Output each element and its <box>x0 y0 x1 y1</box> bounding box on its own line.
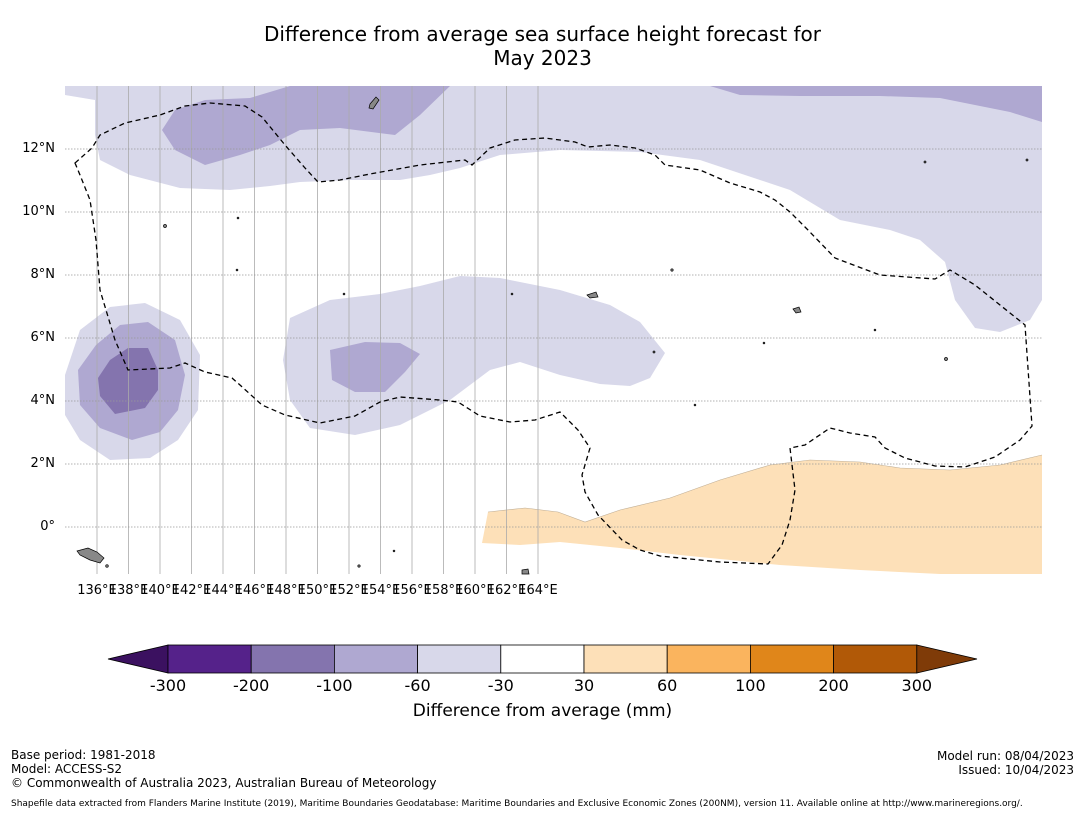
longitude-label: 162°E <box>486 583 527 598</box>
northern-anomaly-core <box>162 86 450 165</box>
longitude-label: 140°E <box>140 583 180 598</box>
shapefile-credit: Shapefile data extracted from Flanders M… <box>11 799 1023 809</box>
colorbar-tick-label: -30 <box>487 676 514 695</box>
western-anomaly-core <box>98 348 158 414</box>
equator-island <box>521 568 530 575</box>
positive-anomaly-outline <box>487 454 1042 523</box>
colorbar-title: Difference from average (mm) <box>412 701 673 721</box>
central-anomaly-band <box>283 276 665 435</box>
meridian-gridlines <box>96 86 539 574</box>
footer-right: Model run: 08/04/2023 Issued: 10/04/2023 <box>937 749 1074 777</box>
latitude-label: 12°N <box>22 141 55 156</box>
model-name: Model: ACCESS-S2 <box>11 762 123 776</box>
title-line-1: Difference from average sea surface heig… <box>263 22 822 46</box>
latitude-label: 4°N <box>30 393 56 408</box>
longitude-label: 150°E <box>297 583 338 598</box>
title-line-2: May 2023 <box>493 46 592 70</box>
small-island <box>236 216 240 220</box>
central-anomaly-core <box>330 342 420 392</box>
colorbar-tick-label: 30 <box>573 676 595 695</box>
colorbar-segment <box>666 644 751 674</box>
northern-anomaly-band <box>65 86 1042 332</box>
small-island <box>1025 158 1029 162</box>
colorbar-segment <box>750 644 835 674</box>
longitude-label: 158°E <box>423 583 464 598</box>
longitude-label: 138°E <box>108 583 149 598</box>
colorbar-low-extension <box>107 644 169 674</box>
latitude-label: 10°N <box>22 204 55 219</box>
colorbar-tick-label: -100 <box>316 676 353 695</box>
small-island <box>342 292 346 296</box>
longitude-label: 142°E <box>171 583 212 598</box>
longitude-label: 144°E <box>203 583 243 598</box>
small-island <box>944 357 948 361</box>
small-island <box>762 341 766 345</box>
longitude-label: 146°E <box>234 583 275 598</box>
colorbar-tick-label: 100 <box>735 676 766 695</box>
eez-boundary <box>74 102 1033 565</box>
islands <box>76 96 1029 575</box>
small-island <box>357 564 361 568</box>
colorbar-segment <box>583 644 668 674</box>
northeast-anomaly-core <box>710 86 1042 122</box>
small-island <box>923 160 927 164</box>
colorbar-tick-label: -300 <box>149 676 187 695</box>
colorbar-segment <box>333 644 418 674</box>
colorbar-tick-label: 300 <box>901 676 933 695</box>
base-period: Base period: 1981-2018 <box>11 748 156 762</box>
colorbar-segment <box>833 644 918 674</box>
longitude-label: 136°E <box>77 583 117 598</box>
latitude-label: 2°N <box>30 456 56 471</box>
latitude-label: 8°N <box>30 267 56 282</box>
small-island <box>693 403 697 407</box>
map-plot <box>65 86 1042 575</box>
longitude-label: 164°E <box>518 583 558 598</box>
pohnpei-island <box>586 291 599 299</box>
colorbar-tick-label: -60 <box>404 676 431 695</box>
small-island <box>510 292 514 296</box>
equatorial-positive-anomaly <box>482 455 1042 574</box>
latitude-label: 6°N <box>30 330 56 345</box>
colorbar-high-extension <box>916 644 978 674</box>
latitude-label: 0° <box>40 519 55 534</box>
longitude-label: 154°E <box>360 583 401 598</box>
small-island <box>105 564 109 568</box>
kosrae-island <box>792 306 802 314</box>
small-island <box>392 549 396 553</box>
footer-left: Base period: 1981-2018 Model: ACCESS-S2 … <box>11 748 436 790</box>
parallel-gridlines <box>65 148 1042 528</box>
small-island <box>873 328 877 332</box>
small-island <box>670 268 674 272</box>
colorbar-tick-label: -200 <box>233 676 270 695</box>
small-island <box>235 268 239 272</box>
palau-islands <box>76 547 105 564</box>
model-run: Model run: 08/04/2023 <box>936 749 1074 763</box>
longitude-label: 152°E <box>329 583 369 598</box>
longitude-label: 156°E <box>392 583 432 598</box>
small-island <box>652 350 656 354</box>
longitude-label: 148°E <box>266 583 306 598</box>
colorbar-segment <box>417 644 502 674</box>
colorbar-segment <box>250 644 335 674</box>
colorbar-tick-label: 60 <box>657 676 678 695</box>
guam-island <box>368 96 380 110</box>
issued-date: Issued: 10/04/2023 <box>958 763 1074 777</box>
colorbar-tick-label: 200 <box>818 676 849 695</box>
copyright: © Commonwealth of Australia 2023, Austra… <box>11 776 437 790</box>
chart-title: Difference from average sea surface heig… <box>0 22 1085 70</box>
colorbar-segment <box>500 644 585 674</box>
longitude-label: 160°E <box>455 583 495 598</box>
colorbar-segment <box>167 644 252 674</box>
small-island <box>163 224 167 228</box>
